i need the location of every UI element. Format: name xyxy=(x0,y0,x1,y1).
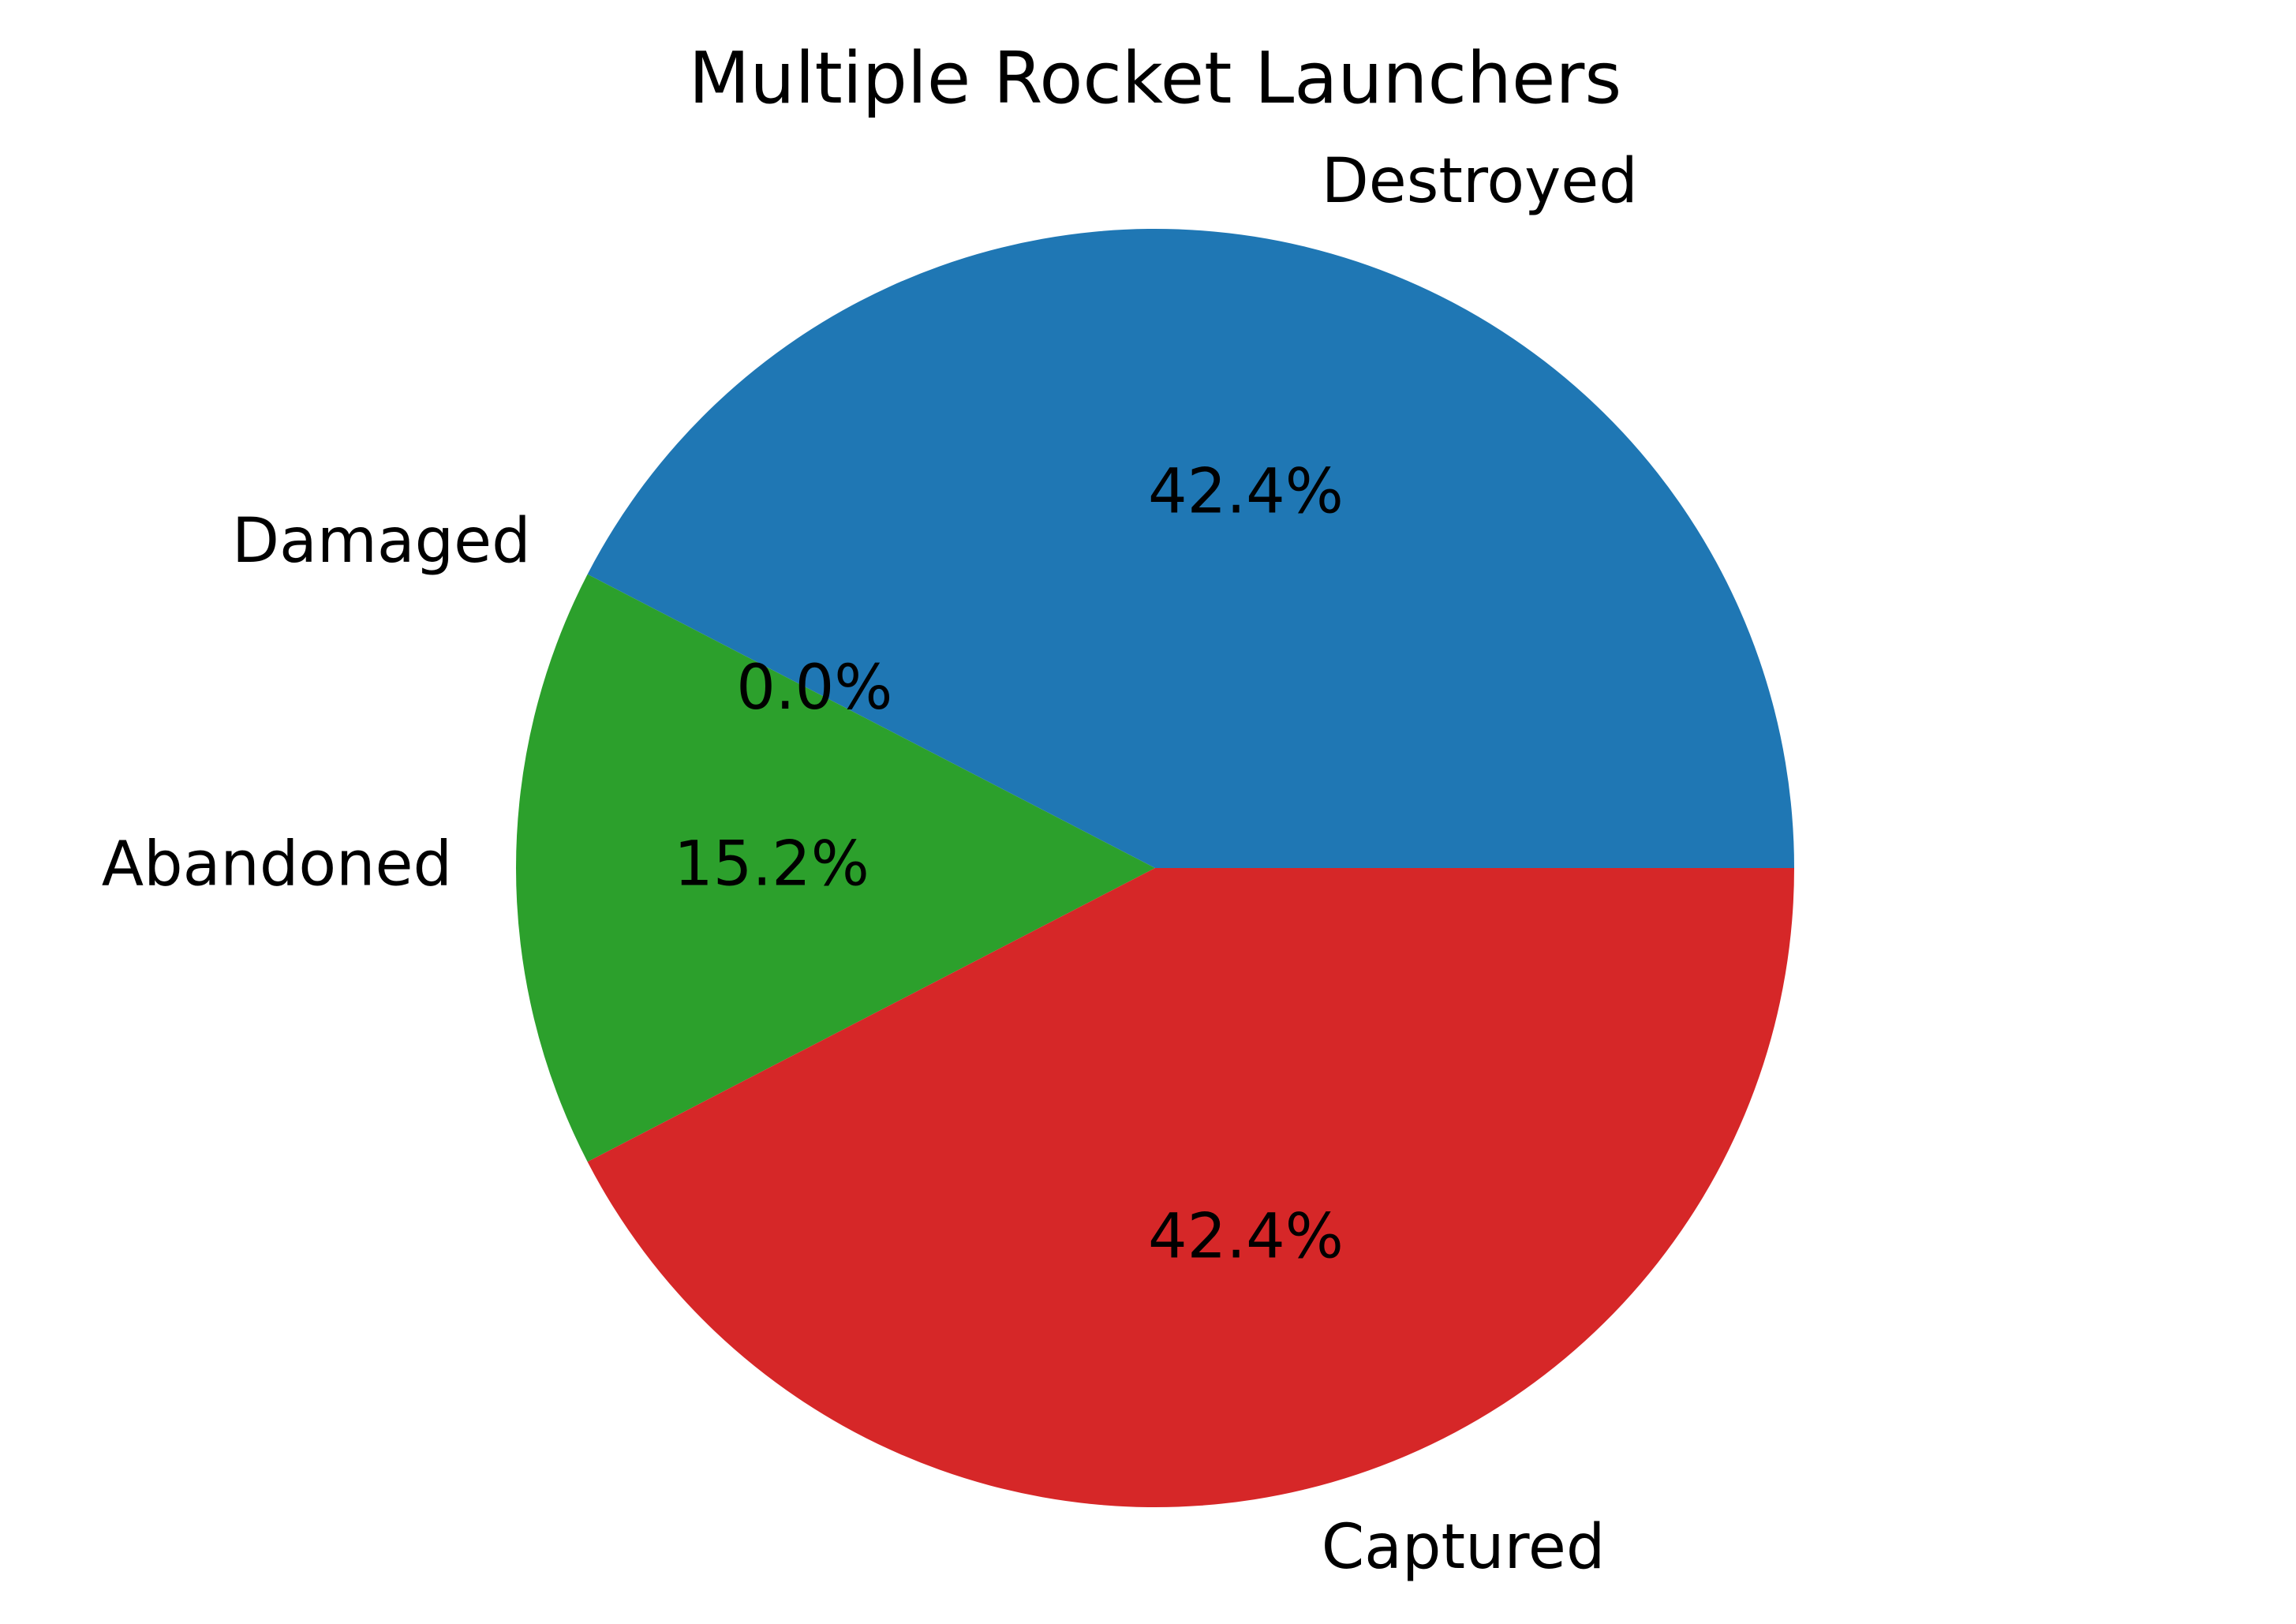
pie-slices xyxy=(516,228,1794,1508)
percent-label-captured: 42.4% xyxy=(1148,1202,1344,1273)
slice-abandoned xyxy=(516,574,1155,1162)
pie-labels: Destroyed 42.4% Damaged 0.0% Abandoned 15.2% C… xyxy=(102,146,1638,1583)
slice-label-damaged: Damaged xyxy=(232,506,531,577)
slice-label-abandoned: Abandoned xyxy=(102,829,452,900)
percent-label-destroyed: 42.4% xyxy=(1148,456,1344,527)
percent-label-abandoned: 15.2% xyxy=(674,829,869,900)
percent-label-damaged: 0.0% xyxy=(736,653,892,724)
slice-destroyed xyxy=(587,228,1794,868)
slice-label-captured: Captured xyxy=(1322,1512,1606,1583)
slice-label-destroyed: Destroyed xyxy=(1322,146,1638,217)
slice-captured xyxy=(587,868,1794,1508)
chart-title: Multiple Rocket Launchers xyxy=(689,37,1621,120)
